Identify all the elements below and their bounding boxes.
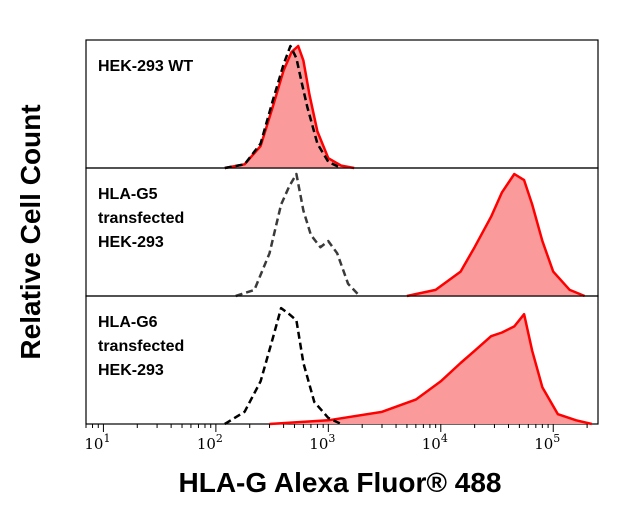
histogram-fill <box>406 174 585 296</box>
histogram-panel-2: HLA-G5 transfected HEK-293 <box>85 167 599 298</box>
sample-histogram-line <box>269 312 593 426</box>
tick-exponent: 1 <box>103 432 110 445</box>
x-tick-label: 104 <box>422 432 448 453</box>
y-axis-title: Relative Cell Count <box>15 104 46 359</box>
control-histogram-line <box>224 44 342 170</box>
sample-histogram-line <box>224 44 355 170</box>
panel-label-line: HEK-293 <box>98 234 164 251</box>
control-histogram-line <box>224 306 342 426</box>
tick-base: 10 <box>84 435 103 453</box>
panel-label-line: transfected <box>98 338 184 355</box>
panels-layer: HEK-293 WTHLA-G5transfectedHEK-293HLA-G6… <box>85 39 599 426</box>
panel-label-line: transfected <box>98 210 184 227</box>
control-histogram-line <box>235 172 361 298</box>
sample-histogram-line <box>406 172 586 298</box>
tick-exponent: 2 <box>216 432 223 445</box>
tick-exponent: 3 <box>328 432 335 445</box>
x-axis: 101 102 103 104 105 <box>84 424 588 453</box>
x-axis-title: HLA-G Alexa Fluor® 488 <box>179 467 502 498</box>
tick-exponent: 5 <box>553 432 560 445</box>
panel-label-line: HLA-G6 <box>98 314 158 331</box>
tick-base: 10 <box>309 435 328 453</box>
panel-label-line: HEK-293 WT <box>98 58 193 75</box>
panel-label-line: HEK-293 <box>98 362 164 379</box>
tick-base: 10 <box>534 435 553 453</box>
x-tick-label: 102 <box>197 432 223 453</box>
x-tick-label: 103 <box>309 432 335 453</box>
tick-exponent: 4 <box>441 432 448 445</box>
x-tick-label: 105 <box>534 432 560 453</box>
histogram-panel-1: HEK-293 WT <box>85 39 599 170</box>
tick-base: 10 <box>197 435 216 453</box>
tick-base: 10 <box>422 435 441 453</box>
histogram-fill <box>269 314 592 424</box>
panel-label-line: HLA-G5 <box>98 186 158 203</box>
histogram-panel-3: HLA-G6 transfected HEK-293 <box>85 295 599 426</box>
x-tick-label: 101 <box>84 432 110 453</box>
histogram-fill <box>224 46 355 168</box>
